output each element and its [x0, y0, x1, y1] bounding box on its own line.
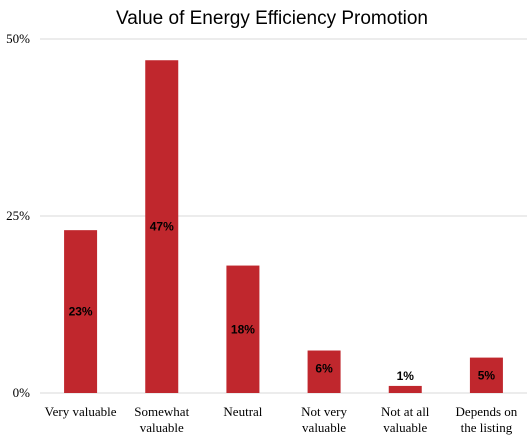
data-label: 1%	[397, 369, 415, 383]
y-tick-label: 50%	[6, 31, 30, 46]
bar	[469, 357, 503, 393]
x-tick-label: valuable	[140, 420, 184, 435]
bar	[64, 230, 98, 393]
data-labels: 23% 47% 18% 6% 1% 5%	[69, 220, 496, 383]
x-tick-label: the listing	[461, 420, 513, 435]
x-tick-label: Not very	[301, 404, 347, 419]
chart-title: Value of Energy Efficiency Promotion	[116, 8, 428, 29]
x-tick-label: Depends on	[456, 404, 518, 419]
x-tick-label: Somewhat	[134, 404, 189, 419]
data-label: 5%	[478, 368, 496, 382]
data-label: 18%	[231, 322, 255, 336]
x-tick-label: Very valuable	[45, 404, 117, 419]
bar	[145, 60, 179, 394]
bar	[307, 350, 341, 393]
x-tick-label: valuable	[383, 420, 427, 435]
bar	[388, 385, 422, 393]
data-label: 47%	[150, 220, 174, 234]
bar	[226, 265, 260, 393]
x-tick-label: Not at all	[381, 404, 430, 419]
y-axis-ticks: 0% 25% 50%	[6, 31, 30, 400]
bars	[64, 60, 503, 394]
x-tick-label: Neutral	[223, 404, 262, 419]
data-label: 23%	[69, 305, 93, 319]
gridlines	[40, 38, 527, 394]
x-tick-label: valuable	[302, 420, 346, 435]
data-label: 6%	[315, 362, 333, 376]
y-tick-label: 0%	[13, 385, 31, 400]
y-tick-label: 25%	[6, 208, 30, 223]
